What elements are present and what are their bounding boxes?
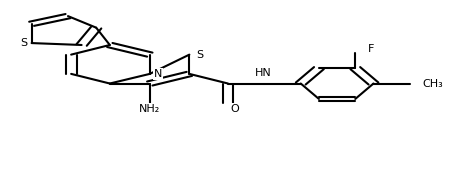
Text: O: O [230,104,239,113]
Text: S: S [20,38,27,48]
Text: HN: HN [254,68,271,78]
Text: F: F [367,44,374,54]
Text: N: N [153,69,162,79]
Text: NH₂: NH₂ [139,104,160,113]
Text: S: S [195,50,202,60]
Text: CH₃: CH₃ [422,79,442,88]
